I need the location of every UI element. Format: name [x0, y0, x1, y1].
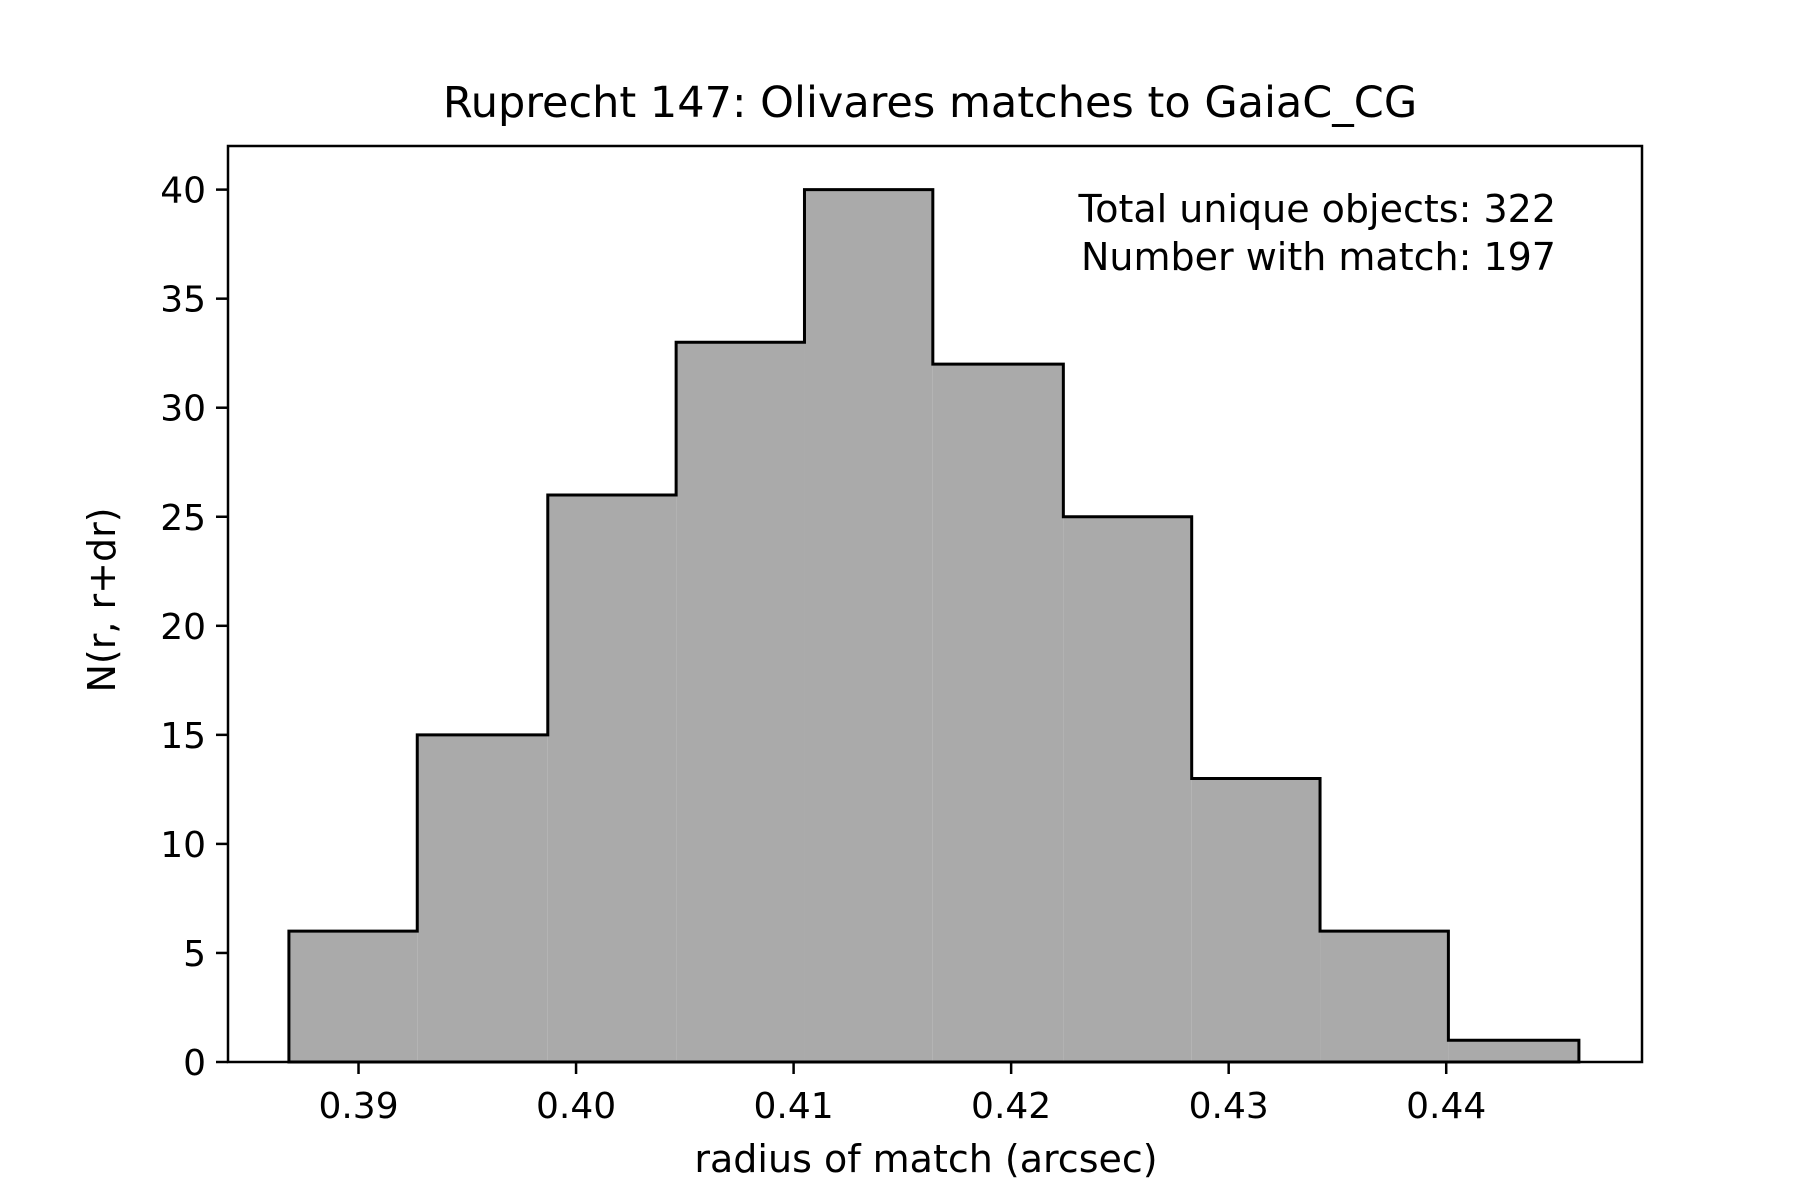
histogram-bars	[288, 189, 1579, 1063]
y-tick-label: 20	[160, 607, 206, 648]
x-tick-label: 0.42	[971, 1086, 1051, 1127]
histogram-bar	[676, 342, 805, 1062]
x-axis: 0.39 0.40 0.41 0.42 0.43 0.44	[318, 1062, 1486, 1127]
x-tick-label: 0.39	[318, 1086, 398, 1127]
y-tick-label: 10	[160, 825, 206, 866]
x-tick-label: 0.43	[1189, 1086, 1269, 1127]
y-tick-label: 15	[160, 716, 206, 757]
histogram-bar	[1448, 1040, 1579, 1062]
y-tick-label: 35	[160, 280, 206, 321]
x-tick-label: 0.40	[536, 1086, 616, 1127]
histogram-bar	[804, 189, 933, 1063]
histogram-outline	[287, 188, 1581, 1064]
y-axis: 0 5 10 15 20 25 30 35 40	[160, 171, 228, 1084]
histogram-bar	[1063, 516, 1192, 1062]
y-tick-label: 30	[160, 389, 206, 430]
y-tick-label: 40	[160, 171, 206, 212]
histogram-bar	[288, 931, 418, 1062]
x-axis-label: radius of match (arcsec)	[694, 1137, 1157, 1181]
histogram-bar	[417, 734, 548, 1062]
y-tick-label: 5	[183, 934, 206, 975]
x-tick-label: 0.44	[1406, 1086, 1486, 1127]
y-axis-label: N(r, r+dr)	[80, 507, 124, 692]
plot-frame	[226, 144, 1644, 1064]
histogram-bar	[1320, 931, 1449, 1062]
histogram-bar	[547, 494, 677, 1062]
x-tick-label: 0.41	[754, 1086, 834, 1127]
y-tick-label: 25	[160, 498, 206, 539]
histogram-bar	[932, 364, 1064, 1063]
y-tick-label: 0	[183, 1043, 206, 1084]
chart-title: Ruprecht 147: Olivares matches to GaiaC_…	[443, 78, 1417, 128]
histogram-bar	[1191, 778, 1321, 1062]
annotation-matched: Number with match: 197	[1081, 235, 1556, 279]
annotation-total: Total unique objects: 322	[1077, 187, 1556, 231]
